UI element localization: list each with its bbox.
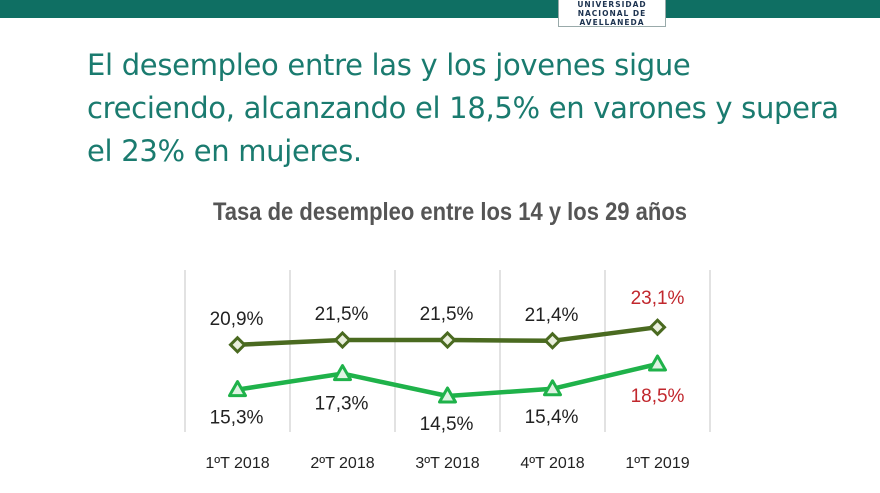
data-label: 23,1%: [631, 288, 685, 309]
data-label: 20,9%: [210, 309, 264, 330]
triangle-marker: [333, 364, 352, 382]
x-tick-label: 3ºT 2018: [415, 455, 479, 472]
data-label: 15,3%: [210, 408, 264, 429]
chart-title: Tasa de desempleo entre los 14 y los 29 …: [212, 198, 688, 226]
data-label: 21,5%: [420, 304, 474, 325]
x-tick-label: 2ºT 2018: [310, 455, 374, 472]
triangle-marker: [228, 380, 247, 398]
data-label: 15,4%: [525, 407, 579, 428]
x-tick-label: 4ºT 2018: [520, 455, 584, 472]
x-tick-label: 1ºT 2018: [205, 455, 269, 472]
diamond-marker: [438, 330, 457, 350]
university-logo: UNIVERSIDAD NACIONAL DE AVELLANEDA: [558, 0, 666, 27]
triangle-marker: [438, 386, 457, 404]
headline: El desempleo entre las y los jovenes sig…: [87, 48, 839, 168]
data-label: 18,5%: [631, 386, 685, 407]
triangle-marker: [648, 354, 667, 372]
data-label: 17,3%: [315, 394, 369, 415]
data-label: 14,5%: [420, 414, 474, 435]
data-label: 21,5%: [315, 304, 369, 325]
diamond-marker: [543, 331, 562, 350]
diamond-marker: [648, 318, 667, 337]
diamond-marker: [228, 335, 247, 354]
triangle-marker: [543, 379, 562, 397]
x-tick-label: 1ºT 2019: [625, 455, 689, 472]
diamond-marker: [333, 330, 352, 350]
data-label: 21,4%: [525, 305, 579, 326]
